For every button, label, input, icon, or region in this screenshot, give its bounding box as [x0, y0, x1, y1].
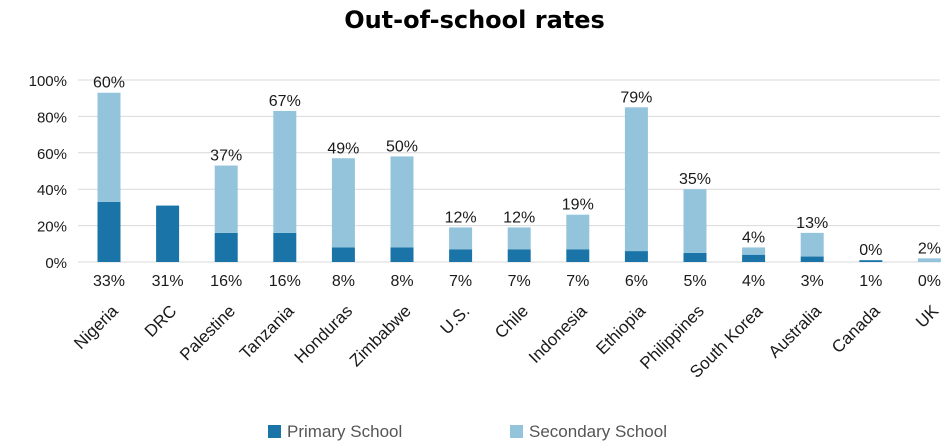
y-tick-label: 0% — [45, 255, 67, 272]
data-label-secondary: 67% — [269, 93, 301, 110]
x-tick-label: Palestine — [176, 301, 239, 364]
x-tick-label: Zimbabwe — [346, 301, 415, 370]
legend-swatch-secondary — [510, 425, 523, 438]
data-label-primary: 4% — [742, 273, 765, 290]
bar-primary-school — [390, 247, 414, 262]
data-label-primary: 31% — [152, 273, 184, 290]
bar-secondary-school — [507, 227, 531, 250]
data-label-secondary: 35% — [679, 171, 711, 188]
bar-secondary-school — [566, 214, 590, 250]
data-label-primary: 16% — [269, 273, 301, 290]
legend-label-secondary: Secondary School — [529, 422, 667, 441]
data-label-secondary: 50% — [386, 138, 418, 155]
legend-label-primary: Primary School — [287, 422, 402, 441]
x-tick-label: Australia — [765, 301, 826, 362]
bar-secondary-school — [800, 232, 824, 257]
bar-primary-school — [800, 256, 824, 262]
bar-primary-school — [566, 249, 590, 262]
data-label-secondary: 4% — [742, 229, 765, 246]
bar-secondary-school — [449, 227, 473, 250]
bar-primary-school — [97, 201, 121, 262]
bar-primary-school — [683, 252, 707, 262]
data-label-primary: 7% — [566, 273, 589, 290]
data-label-primary: 0% — [918, 273, 941, 290]
data-label-secondary: 2% — [918, 240, 941, 257]
bar-secondary-school — [214, 165, 238, 233]
data-label-primary: 8% — [390, 273, 413, 290]
bar-secondary-school — [331, 158, 355, 248]
data-label-primary: 7% — [508, 273, 531, 290]
data-label-secondary: 0% — [859, 242, 882, 259]
bar-primary-school — [742, 254, 766, 262]
bar-secondary-school — [917, 258, 941, 262]
bar-primary-school — [214, 232, 238, 262]
x-tick-label: Canada — [828, 301, 884, 357]
data-label-primary: 1% — [859, 273, 882, 290]
data-label-primary: 5% — [683, 273, 706, 290]
data-label-secondary: 12% — [445, 209, 477, 226]
data-label-primary: 3% — [801, 273, 824, 290]
x-tick-label: UK — [912, 301, 943, 332]
y-tick-label: 40% — [37, 182, 67, 199]
x-tick-label: U.S. — [437, 301, 474, 338]
data-label-secondary: 49% — [327, 140, 359, 157]
chart-title: Out-of-school rates — [344, 6, 605, 34]
x-tick-label: Nigeria — [70, 301, 122, 353]
x-tick-label: Ethiopia — [592, 301, 649, 358]
bar-primary-school — [859, 260, 883, 262]
bar-primary-school — [331, 247, 355, 262]
bar-secondary-school — [683, 189, 707, 253]
bar-secondary-school — [742, 247, 766, 255]
x-tick-label: DRC — [141, 301, 180, 340]
y-tick-label: 100% — [29, 73, 67, 90]
data-label-secondary: 19% — [562, 197, 594, 214]
bar-primary-school — [156, 205, 180, 262]
y-tick-label: 20% — [37, 219, 67, 236]
data-label-secondary: 60% — [93, 75, 125, 92]
bar-primary-school — [273, 232, 297, 262]
data-label-secondary: 13% — [796, 215, 828, 232]
bar-secondary-school — [97, 92, 121, 202]
data-label-primary: 7% — [449, 273, 472, 290]
data-label-primary: 6% — [625, 273, 648, 290]
y-tick-label: 60% — [37, 146, 67, 163]
bar-secondary-school — [273, 110, 297, 233]
data-label-primary: 33% — [93, 273, 125, 290]
bar-secondary-school — [390, 156, 414, 248]
x-tick-label: Tanzania — [236, 301, 298, 363]
legend-swatch-primary — [268, 425, 281, 438]
data-label-secondary: 79% — [620, 89, 652, 106]
x-tick-label: Chile — [491, 301, 532, 342]
data-label-secondary: 37% — [210, 148, 242, 165]
data-label-primary: 16% — [210, 273, 242, 290]
x-tick-label: Indonesia — [525, 301, 591, 367]
bar-primary-school — [449, 249, 473, 262]
data-label-primary: 8% — [332, 273, 355, 290]
bar-secondary-school — [624, 107, 648, 252]
bar-primary-school — [507, 249, 531, 262]
y-tick-label: 80% — [37, 109, 67, 126]
data-label-secondary: 12% — [503, 209, 535, 226]
bar-primary-school — [624, 251, 648, 262]
